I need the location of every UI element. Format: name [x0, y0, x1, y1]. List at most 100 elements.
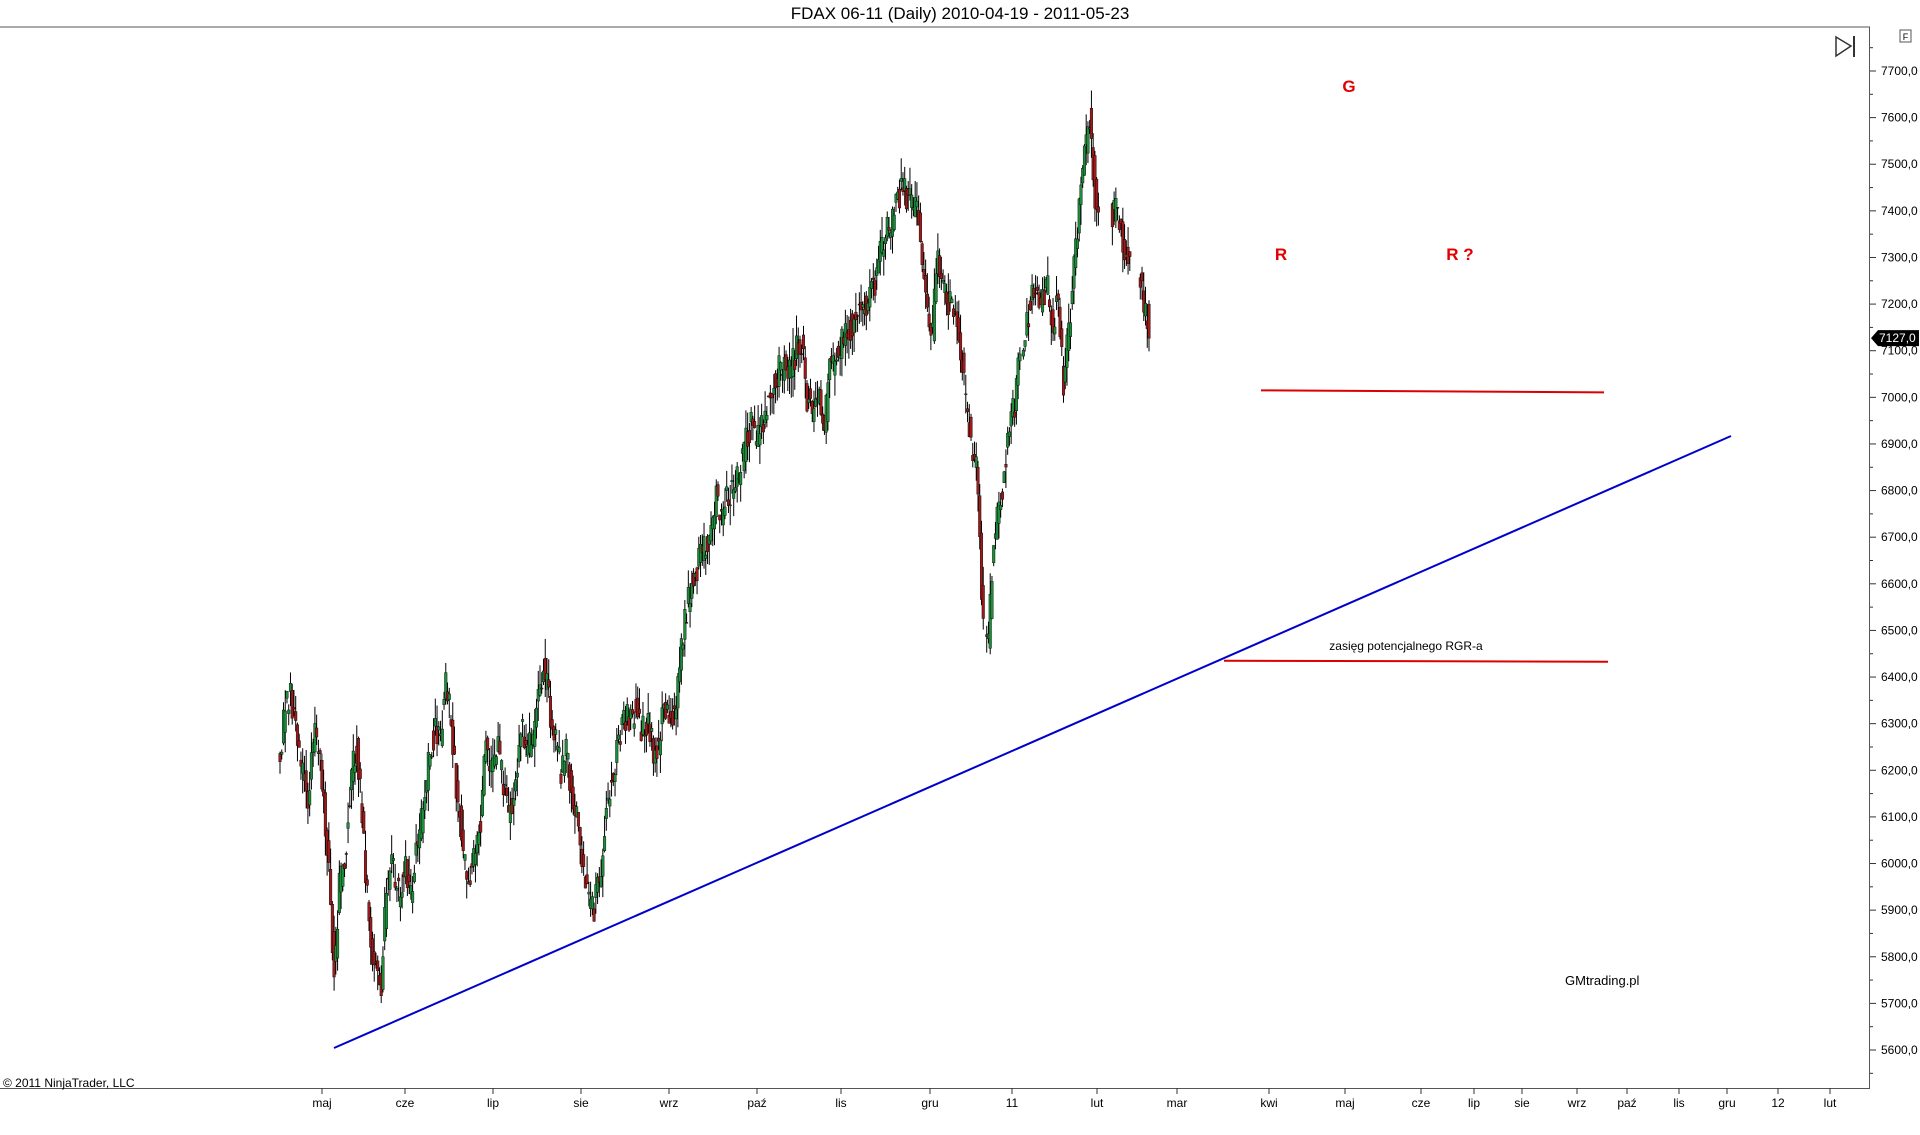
candle-body	[301, 762, 305, 774]
x-tick-label: lip	[1468, 1096, 1480, 1110]
candle-body	[505, 787, 509, 796]
candle-body	[802, 334, 806, 350]
candle-body	[398, 896, 402, 908]
candle-body	[981, 585, 985, 619]
candle-body	[671, 710, 675, 726]
scroll-to-end-icon[interactable]	[1835, 35, 1855, 58]
candle-body	[941, 279, 945, 283]
candle-body	[1027, 323, 1031, 328]
candle-body	[1007, 431, 1011, 437]
candle-body	[582, 854, 586, 867]
x-tick-label: mar	[1167, 1096, 1188, 1110]
candle-body	[529, 744, 533, 757]
copyright-text: © 2011 NinjaTrader, LLC	[3, 1076, 135, 1090]
candle-body	[798, 339, 802, 355]
candle-body	[320, 760, 324, 790]
candle-body	[1028, 300, 1032, 311]
candle-body	[1086, 126, 1090, 154]
range-note: zasięg potencjalnego RGR-a	[1329, 639, 1483, 653]
candles-layer	[278, 90, 1151, 1004]
candle-body	[979, 532, 983, 600]
candle-body	[358, 768, 362, 779]
candle-body	[800, 353, 804, 355]
candle-body	[1128, 251, 1132, 257]
candle-body	[575, 806, 579, 818]
candle-body	[353, 765, 357, 773]
x-tick-label: maj	[312, 1096, 331, 1110]
candle-body	[442, 699, 446, 705]
candle-body	[908, 188, 912, 196]
candle-body	[348, 805, 352, 808]
neckline-level	[1260, 389, 1605, 394]
candle-body	[1116, 207, 1120, 209]
candle-body	[913, 197, 917, 218]
candle-body	[1095, 178, 1099, 210]
candle-body	[364, 850, 368, 884]
candle-body	[388, 870, 392, 890]
candle-body	[777, 355, 781, 387]
candle-body	[294, 711, 298, 721]
candle-body	[716, 484, 720, 497]
candle-body	[939, 273, 943, 279]
candle-body	[735, 466, 739, 487]
candle-body	[660, 707, 664, 725]
candle-body	[473, 852, 477, 865]
candle-body	[557, 747, 561, 753]
candle-body	[655, 745, 659, 759]
candle-body	[308, 790, 312, 806]
candle-body	[758, 433, 762, 446]
candle-body	[1021, 350, 1025, 357]
candle-body	[1144, 302, 1148, 317]
candle-body	[868, 286, 872, 308]
candle-body	[283, 710, 287, 733]
x-tick-label: sie	[1514, 1096, 1530, 1110]
x-tick-label: lis	[835, 1096, 846, 1110]
candle-body	[1096, 206, 1100, 213]
candle-body	[899, 178, 903, 182]
candle-body	[897, 188, 901, 209]
wave-label: R	[1275, 245, 1287, 264]
candle-body	[1018, 353, 1022, 362]
f-panel-icon[interactable]: F	[1899, 29, 1912, 43]
candle-body	[426, 752, 430, 791]
candle-body	[482, 755, 486, 796]
candle-body	[1034, 292, 1038, 295]
candle-body	[477, 832, 481, 845]
candle-body	[564, 738, 568, 756]
candle-body	[990, 581, 994, 619]
x-tick-label: gru	[1718, 1096, 1735, 1110]
candle-body	[650, 728, 654, 732]
x-tick-label: maj	[1335, 1096, 1354, 1110]
candle-body	[959, 332, 963, 361]
candle-body	[918, 212, 922, 242]
candle-body	[714, 485, 718, 518]
plot-frame	[0, 26, 1870, 1089]
candle-body	[463, 854, 467, 861]
candle-body	[538, 684, 542, 696]
candle-body	[932, 288, 936, 342]
y-tick-label: 7500,0	[1881, 157, 1918, 171]
y-tick-label: 7700,0	[1881, 64, 1918, 78]
candle-body	[927, 313, 931, 328]
candle-body	[1068, 322, 1072, 337]
candle-body	[747, 430, 751, 444]
x-tick-label: wrz	[1567, 1096, 1587, 1110]
target-level	[1223, 659, 1609, 663]
candle-body	[892, 214, 896, 230]
candle-body	[323, 792, 327, 837]
price-axis[interactable]: 5600,0 5700,0 5800,0 5900,0 6000,0 6100,0 6200…	[1870, 47, 1918, 1074]
last-price-tag	[1871, 330, 1919, 347]
candle-body	[728, 504, 732, 507]
candle-body	[826, 382, 830, 422]
time-axis[interactable]: maj cze lip sie wrz paź lis gru 11 lut mar kwi maj cz…	[312, 1088, 1837, 1110]
candle-body	[384, 893, 388, 930]
x-tick-label: paź	[1617, 1096, 1636, 1110]
y-tick-label: 6200,0	[1881, 763, 1918, 777]
candle-body	[828, 358, 832, 381]
candle-body	[592, 908, 596, 922]
candle-body	[453, 745, 457, 755]
candle-body	[547, 679, 551, 688]
candle-body	[833, 361, 837, 376]
candle-body	[433, 718, 437, 727]
